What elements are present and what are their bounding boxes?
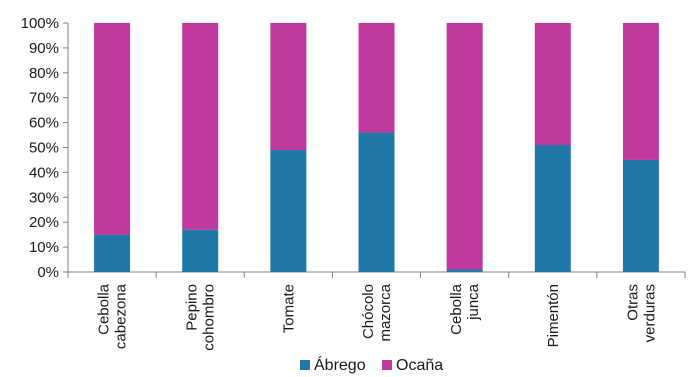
x-category-label: Cebolla junca bbox=[448, 283, 482, 335]
y-tick-label: 40% bbox=[29, 164, 59, 181]
bar-oca-a bbox=[358, 23, 395, 133]
legend-swatch bbox=[382, 360, 392, 370]
bar--brego bbox=[270, 149, 307, 272]
x-axis: Cebolla cabezona Pepino cohombro Tomate Chóco… bbox=[67, 271, 686, 351]
y-tick-label: 30% bbox=[29, 189, 59, 206]
x-category-label: Tomate bbox=[280, 284, 297, 333]
y-tick-label: 20% bbox=[29, 214, 59, 231]
x-category-label-line: Tomate bbox=[280, 284, 297, 333]
legend-label: Ocaña bbox=[396, 357, 443, 374]
x-category-label-line: Cebolla bbox=[96, 283, 113, 335]
x-category-label: Cebolla cabezona bbox=[96, 283, 130, 349]
y-tick-label: 90% bbox=[29, 40, 59, 57]
y-tick-label: 60% bbox=[29, 115, 59, 132]
bar--brego bbox=[358, 132, 395, 272]
bars bbox=[94, 23, 659, 272]
x-category-label-line: Pepino bbox=[184, 284, 201, 331]
x-category-label: Chócolo mazorca bbox=[360, 283, 394, 341]
bar--brego bbox=[534, 145, 571, 272]
x-category-label-line: Chócolo bbox=[360, 284, 377, 339]
y-tick-label: 10% bbox=[29, 239, 59, 256]
bar-oca-a bbox=[446, 23, 483, 270]
legend: Ábrego Ocaña bbox=[300, 355, 443, 374]
bar-oca-a bbox=[94, 23, 131, 235]
x-category-label-line: Cebolla bbox=[448, 283, 465, 335]
x-category-label-line: cabezona bbox=[113, 283, 130, 349]
bar--brego bbox=[94, 234, 131, 272]
x-category-label-line: Otras bbox=[624, 284, 641, 321]
x-category-label: Pimentón bbox=[545, 284, 562, 347]
y-tick-label: 80% bbox=[29, 65, 59, 82]
legend-swatch bbox=[300, 360, 310, 370]
y-axis: 0% 10% 20% 30% 40% 50% 60% 70% 80% 90% 100% bbox=[21, 15, 69, 281]
x-category-label: Pepino cohombro bbox=[184, 284, 218, 351]
y-tick-label: 0% bbox=[37, 264, 59, 281]
x-category-label: Otras verduras bbox=[624, 284, 658, 342]
x-category-label-line: verduras bbox=[641, 284, 658, 342]
bar--brego bbox=[622, 159, 659, 272]
bar-oca-a bbox=[182, 23, 219, 230]
bar-oca-a bbox=[622, 23, 659, 160]
bar--brego bbox=[446, 269, 483, 272]
x-category-label-line: cohombro bbox=[201, 284, 218, 351]
y-tick-label: 50% bbox=[29, 140, 59, 157]
bar-oca-a bbox=[270, 23, 307, 150]
y-tick-label: 70% bbox=[29, 90, 59, 107]
bar--brego bbox=[182, 229, 219, 272]
x-category-label-line: mazorca bbox=[377, 283, 394, 341]
legend-label: Ábrego bbox=[314, 355, 366, 374]
y-tick-label: 100% bbox=[21, 15, 59, 32]
x-category-label-line: junca bbox=[465, 283, 482, 321]
x-category-label-line: Pimentón bbox=[545, 284, 562, 347]
bar-oca-a bbox=[534, 23, 571, 146]
